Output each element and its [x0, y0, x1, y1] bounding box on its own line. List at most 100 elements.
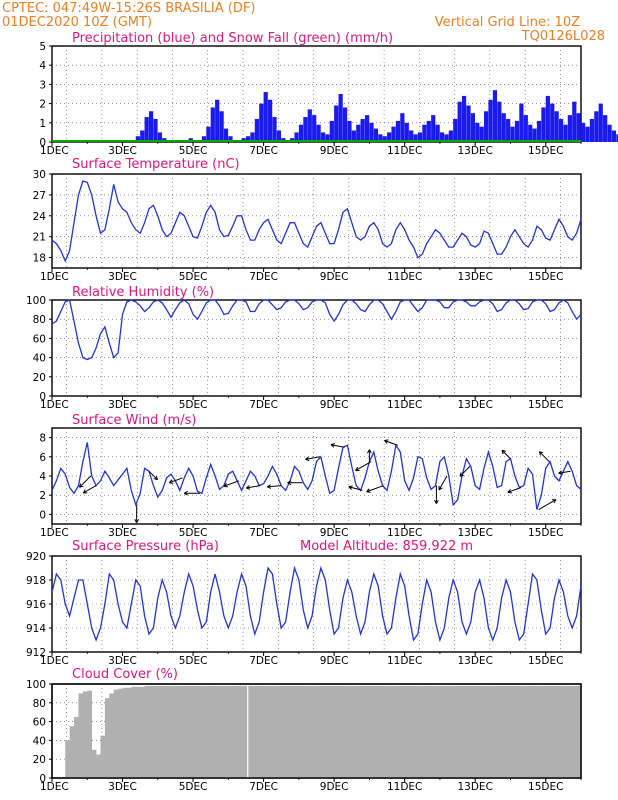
precip-bar [417, 132, 423, 142]
cloud-bar [576, 685, 581, 778]
cloud-bar [514, 685, 520, 778]
y-tick-label: 30 [33, 169, 46, 181]
plot-frame [51, 299, 582, 397]
x-tick-label: 13DEC [457, 271, 492, 283]
x-tick-label: 11DEC [387, 781, 422, 793]
precip-bar [263, 92, 268, 142]
y-tick-label: 1 [39, 118, 46, 130]
precip-bar [276, 130, 282, 142]
x-tick-label: 1DEC [40, 655, 69, 667]
cloud-bar [281, 685, 286, 778]
wind-vector [434, 485, 439, 504]
y-tick-label: 27 [33, 190, 46, 202]
precip-bar [501, 113, 506, 142]
cloud-bar [290, 685, 295, 778]
precip-bar [497, 101, 502, 142]
cloud-bar [113, 689, 119, 778]
precip-bar [320, 132, 326, 142]
precip-bar [334, 105, 339, 142]
precip-bar [312, 115, 317, 142]
x-tick-label: 5DEC [179, 271, 208, 283]
precip-bar [598, 103, 603, 142]
cloud-bar [532, 685, 538, 778]
panel-4: Surface Wind (m/s) 0 2 4 6 8 1DEC 3DEC 5DEC 7DEC 9… [39, 413, 582, 539]
precip-bar [514, 120, 520, 142]
y-tick-label: 8 [39, 433, 46, 445]
cloud-bar [435, 685, 441, 778]
cloud-bar [550, 685, 555, 778]
cloud-bar [320, 685, 326, 778]
x-tick-label: 13DEC [457, 527, 492, 539]
precip-bar [356, 124, 361, 142]
wind-vector [168, 477, 183, 484]
cloud-bar [82, 691, 88, 778]
cloud-bar [188, 685, 194, 778]
precip-bar [479, 126, 484, 142]
x-tick-label: 3DEC [108, 655, 137, 667]
series-line [51, 442, 582, 510]
cloud-bar [298, 685, 304, 778]
precip-bar [594, 111, 599, 142]
precip-bar [554, 111, 559, 142]
cloud-bar [466, 685, 472, 778]
precip-bar [259, 103, 264, 142]
precip-bar [404, 122, 409, 142]
y-tick-label: 24 [33, 211, 47, 223]
precip-bar [589, 118, 595, 142]
precip-bar [506, 118, 511, 142]
wind-vector [507, 487, 522, 494]
precip-bar [550, 103, 555, 142]
x-tick-label: 9DEC [320, 271, 349, 283]
wind-vector [78, 475, 92, 488]
cloud-bar [157, 685, 163, 778]
precip-bar [391, 126, 396, 142]
y-tick-label: 2 [39, 490, 46, 502]
cloud-bar [131, 686, 137, 778]
precip-bar [153, 118, 158, 142]
x-tick-label: 7DEC [249, 399, 278, 411]
cloud-bar [118, 688, 123, 778]
precip-bar [523, 115, 528, 142]
precip-bar [338, 94, 343, 142]
cloud-bar [453, 685, 458, 778]
cloud-bar [356, 685, 361, 778]
cloud-bar [545, 685, 551, 778]
cloud-bar [554, 685, 560, 778]
cloud-bar [201, 685, 207, 778]
x-tick-label: 11DEC [387, 399, 422, 411]
y-tick-label: 3 [39, 79, 46, 91]
cloud-bar [197, 685, 203, 778]
precip-bar [510, 126, 515, 142]
panel-6: Cloud Cover (%) 0 20 40 60 80 100 1DEC 3DEC 5DEC 7… [26, 667, 582, 793]
precip-bar [395, 120, 401, 142]
y-tick-label: 6 [39, 452, 46, 464]
cloud-bar [153, 685, 159, 778]
y-tick-label: 916 [26, 599, 46, 611]
cloud-bar [237, 685, 242, 778]
precip-bar [228, 136, 233, 142]
series-line [51, 180, 582, 263]
precip-bar [488, 99, 493, 142]
wind-vector [287, 480, 303, 486]
cloud-bar [254, 685, 260, 778]
precip-bar [532, 128, 537, 142]
cloud-bar [74, 716, 79, 778]
y-tick-label: 0 [39, 137, 46, 149]
precip-bar [307, 109, 312, 142]
cloud-bar [312, 685, 317, 778]
wind-vector [384, 439, 398, 446]
station-title: CPTEC: 047:49W-15:26S BRASILIA (DF) [2, 1, 255, 16]
precip-bar [245, 136, 251, 142]
y-tick-label: 920 [26, 551, 46, 563]
y-tick-label: 60 [33, 717, 46, 729]
x-tick-label: 15DEC [528, 655, 563, 667]
cloud-bar [484, 685, 489, 778]
x-tick-label: 7DEC [249, 271, 278, 283]
wind-vector [330, 443, 345, 448]
precip-bar [431, 115, 436, 142]
y-tick-label: 912 [26, 647, 46, 659]
x-tick-label: 15DEC [528, 781, 563, 793]
precip-bar [607, 124, 612, 142]
precip-bar [413, 134, 418, 142]
run-date: 01DEC2020 10Z (GMT) [2, 15, 152, 30]
